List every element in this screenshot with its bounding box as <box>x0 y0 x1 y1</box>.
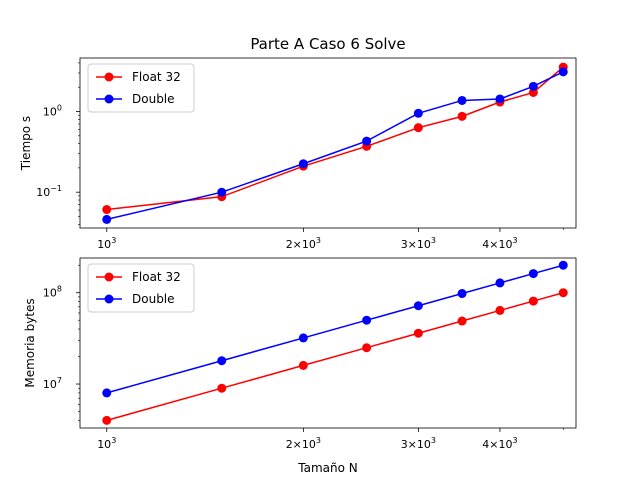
data-point <box>362 315 372 325</box>
y-tick-exponent: 0 <box>57 103 62 112</box>
legend-marker <box>104 272 114 282</box>
data-point <box>558 67 568 77</box>
x-tick-multiplier: 3× <box>401 238 417 251</box>
data-point <box>362 136 372 146</box>
data-point <box>457 111 467 121</box>
data-point <box>298 159 308 169</box>
y-tick-exponent: 8 <box>57 285 62 294</box>
x-tick-multiplier: 4× <box>482 238 498 251</box>
legend-label: Double <box>132 92 175 106</box>
x-tick-base: 10 <box>499 438 513 451</box>
x-tick-exponent: 3 <box>513 436 518 445</box>
y-axis-label: Tiempo s <box>19 116 33 171</box>
x-tick-base: 10 <box>417 438 431 451</box>
x-tick-multiplier: 3× <box>401 438 417 451</box>
data-point <box>457 316 467 326</box>
data-point <box>495 94 505 104</box>
data-point <box>298 333 308 343</box>
x-tick-multiplier: 4× <box>482 438 498 451</box>
x-tick-label: 4×103 <box>482 236 517 251</box>
data-point <box>217 383 227 393</box>
x-axis-label: Tamaño N <box>297 461 357 475</box>
data-point <box>457 95 467 105</box>
x-tick-base: 10 <box>302 438 316 451</box>
x-tick-label: 2×103 <box>286 236 321 251</box>
legend-label: Float 32 <box>132 270 181 284</box>
legend-label: Float 32 <box>132 70 181 84</box>
data-point <box>102 415 112 425</box>
data-point <box>495 278 505 288</box>
x-tick-exponent: 3 <box>513 236 518 245</box>
legend-marker <box>104 94 114 104</box>
data-point <box>528 87 538 97</box>
y-tick-base: 10 <box>43 287 57 300</box>
y-tick-label: 107 <box>43 376 62 391</box>
data-point <box>102 205 112 215</box>
data-point <box>362 343 372 353</box>
data-point <box>528 81 538 91</box>
legend-box <box>87 263 195 313</box>
x-tick-exponent: 3 <box>111 236 116 245</box>
x-tick-base: 10 <box>97 238 111 251</box>
x-tick-exponent: 3 <box>431 236 436 245</box>
y-tick-base: 10 <box>43 378 57 391</box>
axes-frame <box>79 57 577 229</box>
y-tick-label: 100 <box>43 103 62 118</box>
data-point <box>495 305 505 315</box>
y-tick-label: 108 <box>43 285 62 300</box>
y-tick-base: 10 <box>43 105 57 118</box>
x-tick-base: 10 <box>97 438 111 451</box>
data-point <box>413 301 423 311</box>
data-point <box>558 260 568 270</box>
y-tick-exponent: 7 <box>57 376 62 385</box>
y-tick-base: 10 <box>36 186 50 199</box>
data-point <box>413 328 423 338</box>
x-tick-exponent: 3 <box>111 436 116 445</box>
x-tick-base: 10 <box>302 238 316 251</box>
data-point <box>528 269 538 279</box>
legend-label: Double <box>132 292 175 306</box>
x-tick-label: 4×103 <box>482 436 517 451</box>
data-point <box>298 360 308 370</box>
legend-box <box>87 63 195 113</box>
y-tick-exponent: −1 <box>50 184 62 193</box>
legend-marker <box>104 72 114 82</box>
x-tick-label: 103 <box>97 436 116 451</box>
x-tick-multiplier: 2× <box>286 238 302 251</box>
x-tick-exponent: 3 <box>316 436 321 445</box>
x-tick-exponent: 3 <box>316 236 321 245</box>
x-tick-label: 3×103 <box>401 236 436 251</box>
x-tick-label: 103 <box>97 236 116 251</box>
x-tick-exponent: 3 <box>431 436 436 445</box>
legend-marker <box>104 294 114 304</box>
x-tick-label: 3×103 <box>401 436 436 451</box>
y-axis-label: Memoria bytes <box>23 298 37 387</box>
x-tick-multiplier: 2× <box>286 438 302 451</box>
chart-title: Parte A Caso 6 Solve <box>250 35 405 53</box>
data-point <box>102 214 112 224</box>
data-point <box>413 123 423 133</box>
data-point <box>217 356 227 366</box>
x-tick-label: 2×103 <box>286 436 321 451</box>
data-point <box>457 289 467 299</box>
data-point <box>413 108 423 118</box>
y-tick-label: 10−1 <box>36 184 62 199</box>
x-tick-base: 10 <box>417 238 431 251</box>
data-point <box>558 288 568 298</box>
axes-frame <box>79 257 577 429</box>
data-point <box>528 296 538 306</box>
data-point <box>217 187 227 197</box>
data-point <box>102 388 112 398</box>
x-tick-base: 10 <box>499 238 513 251</box>
